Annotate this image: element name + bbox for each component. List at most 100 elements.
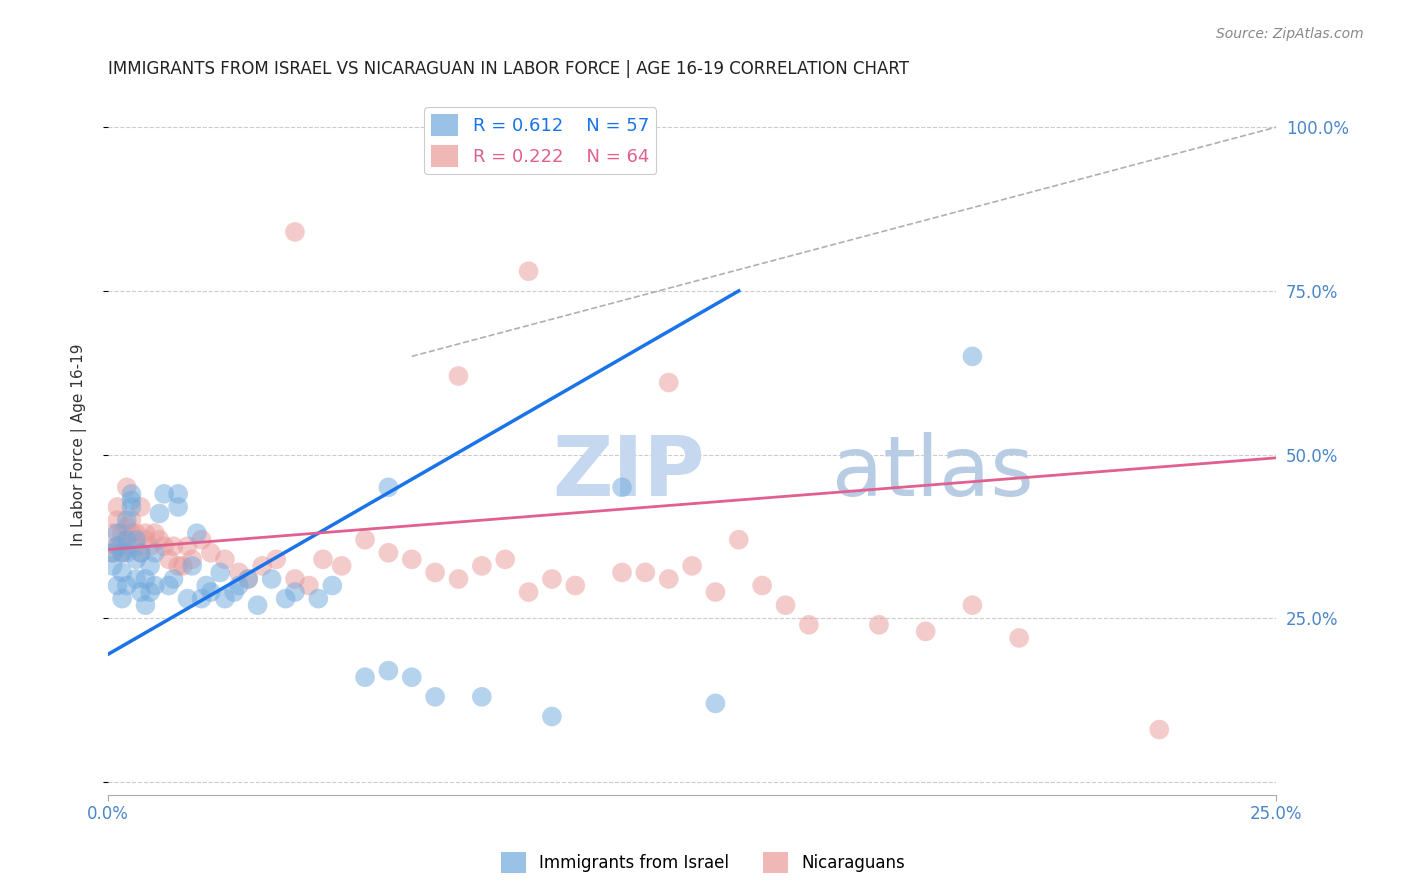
Point — [111, 546, 134, 560]
Point — [541, 572, 564, 586]
Point — [214, 552, 236, 566]
Point — [471, 690, 494, 704]
Point — [704, 697, 727, 711]
Point — [115, 480, 138, 494]
Point — [125, 526, 148, 541]
Point — [129, 546, 152, 560]
Point — [564, 578, 586, 592]
Point — [101, 558, 124, 573]
Point — [423, 690, 446, 704]
Point — [111, 591, 134, 606]
Point — [120, 526, 142, 541]
Point — [312, 552, 335, 566]
Point — [181, 552, 204, 566]
Point — [139, 558, 162, 573]
Point — [214, 591, 236, 606]
Point — [153, 539, 176, 553]
Point — [148, 507, 170, 521]
Point — [107, 513, 129, 527]
Point — [101, 526, 124, 541]
Point — [541, 709, 564, 723]
Point — [148, 533, 170, 547]
Point — [172, 558, 194, 573]
Point — [494, 552, 516, 566]
Point — [209, 566, 232, 580]
Point — [167, 558, 190, 573]
Point — [129, 585, 152, 599]
Point — [962, 349, 984, 363]
Point — [868, 617, 890, 632]
Point — [107, 500, 129, 514]
Point — [125, 572, 148, 586]
Point — [181, 558, 204, 573]
Point — [120, 513, 142, 527]
Point — [238, 572, 260, 586]
Point — [101, 546, 124, 560]
Point — [115, 578, 138, 592]
Point — [125, 552, 148, 566]
Point — [115, 546, 138, 560]
Point — [1149, 723, 1171, 737]
Point — [962, 598, 984, 612]
Point — [517, 585, 540, 599]
Point — [471, 558, 494, 573]
Point — [190, 591, 212, 606]
Point — [264, 552, 287, 566]
Point — [401, 670, 423, 684]
Point — [120, 493, 142, 508]
Point — [401, 552, 423, 566]
Point — [681, 558, 703, 573]
Point — [354, 670, 377, 684]
Point — [727, 533, 749, 547]
Legend: R = 0.612    N = 57, R = 0.222    N = 64: R = 0.612 N = 57, R = 0.222 N = 64 — [425, 107, 657, 175]
Point — [157, 578, 180, 592]
Point — [1008, 631, 1031, 645]
Point — [134, 533, 156, 547]
Point — [797, 617, 820, 632]
Point — [704, 585, 727, 599]
Point — [307, 591, 329, 606]
Point — [914, 624, 936, 639]
Text: IMMIGRANTS FROM ISRAEL VS NICARAGUAN IN LABOR FORCE | AGE 16-19 CORRELATION CHAR: IMMIGRANTS FROM ISRAEL VS NICARAGUAN IN … — [108, 60, 910, 78]
Point — [224, 585, 246, 599]
Text: atlas: atlas — [832, 433, 1033, 513]
Point — [111, 566, 134, 580]
Point — [107, 539, 129, 553]
Point — [125, 533, 148, 547]
Point — [115, 519, 138, 533]
Point — [260, 572, 283, 586]
Point — [298, 578, 321, 592]
Point — [447, 369, 470, 384]
Point — [125, 539, 148, 553]
Point — [143, 526, 166, 541]
Point — [134, 598, 156, 612]
Point — [162, 572, 184, 586]
Point — [610, 566, 633, 580]
Point — [658, 376, 681, 390]
Point — [228, 578, 250, 592]
Point — [775, 598, 797, 612]
Legend: Immigrants from Israel, Nicaraguans: Immigrants from Israel, Nicaraguans — [495, 846, 911, 880]
Point — [143, 578, 166, 592]
Point — [751, 578, 773, 592]
Point — [115, 533, 138, 547]
Point — [162, 539, 184, 553]
Point — [377, 480, 399, 494]
Point — [200, 585, 222, 599]
Point — [284, 225, 307, 239]
Point — [195, 578, 218, 592]
Y-axis label: In Labor Force | Age 16-19: In Labor Force | Age 16-19 — [72, 343, 87, 546]
Text: Source: ZipAtlas.com: Source: ZipAtlas.com — [1216, 27, 1364, 41]
Point — [330, 558, 353, 573]
Point — [228, 566, 250, 580]
Point — [176, 591, 198, 606]
Point — [274, 591, 297, 606]
Point — [658, 572, 681, 586]
Point — [176, 539, 198, 553]
Point — [120, 487, 142, 501]
Point — [517, 264, 540, 278]
Point — [115, 533, 138, 547]
Point — [107, 539, 129, 553]
Point — [107, 578, 129, 592]
Point — [167, 500, 190, 514]
